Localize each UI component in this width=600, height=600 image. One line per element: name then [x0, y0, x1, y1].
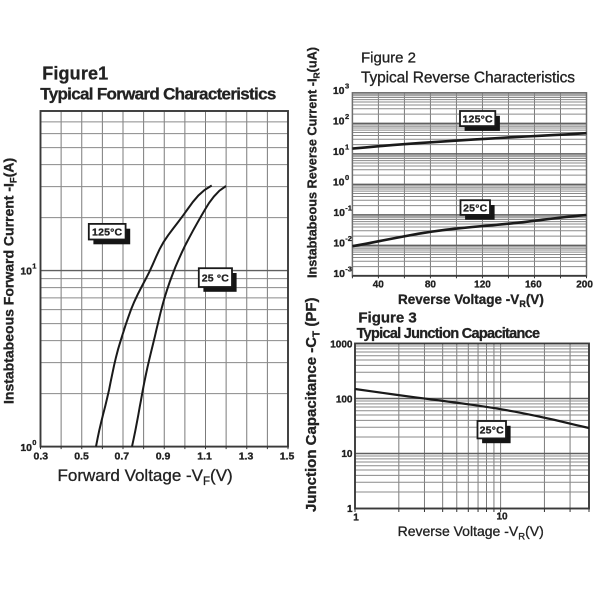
svg-text:-2: -2	[345, 234, 352, 243]
svg-text:10: 10	[333, 207, 345, 219]
svg-text:1: 1	[345, 143, 349, 152]
svg-text:Typical Forward Characteristic: Typical Forward Characteristics	[40, 84, 276, 103]
svg-text:100: 100	[336, 394, 353, 405]
svg-text:160: 160	[525, 280, 542, 291]
svg-text:Figure 2: Figure 2	[361, 50, 416, 67]
svg-text:2: 2	[345, 112, 349, 121]
svg-text:1: 1	[347, 504, 353, 515]
svg-text:3: 3	[345, 82, 349, 91]
svg-text:Figure 3: Figure 3	[358, 310, 416, 327]
svg-text:Reverse Voltage -VR(V): Reverse Voltage -VR(V)	[398, 523, 544, 542]
svg-text:25 °C: 25 °C	[202, 272, 230, 284]
svg-text:40: 40	[373, 280, 385, 291]
svg-text:1: 1	[32, 262, 36, 271]
svg-text:Reverse Voltage -VR(V): Reverse Voltage -VR(V)	[398, 292, 544, 309]
svg-text:25°C: 25°C	[463, 202, 487, 214]
svg-text:Typical Junction Capacitance: Typical Junction Capacitance	[357, 326, 540, 342]
svg-text:10: 10	[333, 268, 345, 280]
svg-text:0.5: 0.5	[74, 451, 89, 463]
svg-text:1000: 1000	[330, 340, 353, 351]
svg-text:Figure1: Figure1	[42, 64, 108, 84]
svg-text:0.7: 0.7	[114, 451, 129, 463]
svg-text:80: 80	[425, 280, 437, 291]
svg-text:Typical Reverse Characteristic: Typical Reverse Characteristics	[361, 70, 575, 87]
svg-text:1.3: 1.3	[239, 451, 254, 463]
svg-text:-1: -1	[345, 204, 352, 213]
svg-text:0: 0	[345, 173, 349, 182]
svg-text:1.5: 1.5	[280, 451, 295, 463]
svg-text:0.3: 0.3	[33, 451, 48, 463]
svg-text:10: 10	[333, 85, 345, 97]
svg-text:1: 1	[353, 513, 359, 524]
svg-text:Forward Voltage -VF(V): Forward Voltage -VF(V)	[58, 466, 233, 488]
svg-text:Instabtabeous Reverse Current: Instabtabeous Reverse Current -IR(uA)	[306, 47, 322, 278]
svg-text:10: 10	[496, 512, 508, 523]
svg-text:10: 10	[333, 238, 345, 250]
svg-text:10: 10	[333, 146, 345, 158]
svg-text:10: 10	[341, 449, 353, 460]
svg-text:125°C: 125°C	[92, 227, 123, 239]
svg-text:0.9: 0.9	[156, 451, 171, 463]
svg-text:10: 10	[20, 442, 32, 454]
svg-text:1.1: 1.1	[197, 451, 212, 463]
svg-text:10: 10	[20, 265, 32, 277]
svg-text:Junction Capacitance -CT (PF): Junction Capacitance -CT (PF)	[303, 298, 322, 512]
svg-text:10: 10	[333, 116, 345, 128]
svg-text:200: 200	[576, 280, 593, 291]
svg-text:-3: -3	[345, 265, 352, 274]
svg-text:0: 0	[32, 438, 36, 447]
svg-text:120: 120	[474, 280, 491, 291]
svg-text:125°C: 125°C	[462, 113, 493, 125]
svg-text:25°C: 25°C	[480, 425, 504, 437]
svg-text:10: 10	[333, 177, 345, 189]
svg-text:Instabtabeous Forward Current: Instabtabeous Forward Current -IF(A)	[1, 158, 20, 404]
